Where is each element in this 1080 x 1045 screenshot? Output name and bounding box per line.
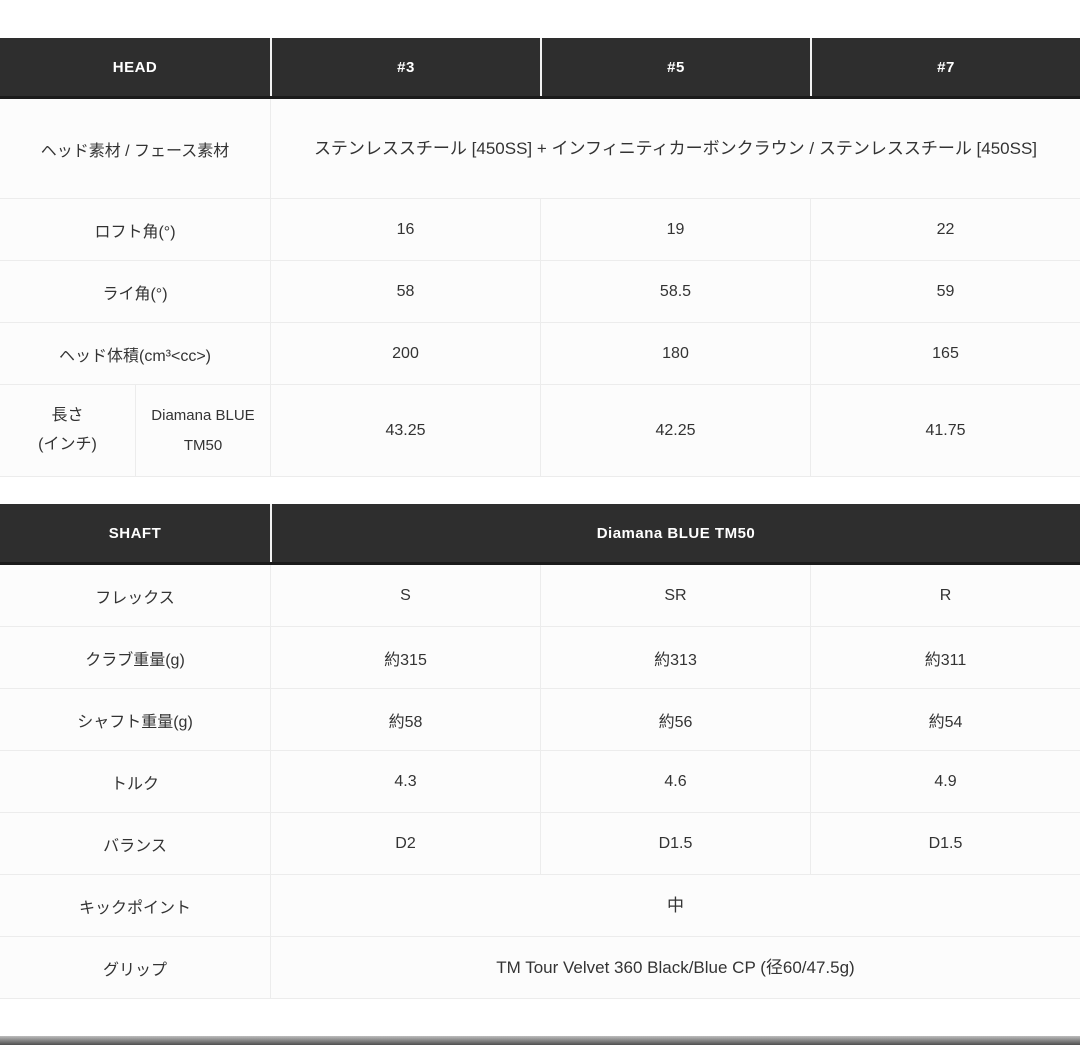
lie-row: ライ角(°) 58 58.5 59 bbox=[0, 261, 1080, 323]
length-value-3: 43.25 bbox=[270, 385, 540, 476]
flex-row-label: フレックス bbox=[95, 589, 175, 607]
grip-row-label: グリップ bbox=[102, 961, 167, 979]
flex-row: フレックス S SR R bbox=[0, 565, 1080, 627]
torque-value-r: 4.9 bbox=[810, 751, 1080, 812]
flex-value-sr: SR bbox=[540, 565, 810, 626]
kickpoint-row: キックポイント 中 bbox=[0, 875, 1080, 937]
balance-row-label: バランス bbox=[103, 837, 167, 855]
flex-value-s: S bbox=[270, 565, 540, 626]
length-row-shaft-sublabel: Diamana BLUE TM50 bbox=[135, 385, 270, 476]
club-weight-row-label: クラブ重量(g) bbox=[85, 651, 185, 669]
volume-value-5: 180 bbox=[540, 323, 810, 384]
lie-value-7: 59 bbox=[810, 261, 1080, 322]
shaft-weight-row-label: シャフト重量(g) bbox=[77, 713, 193, 731]
volume-value-3: 200 bbox=[270, 323, 540, 384]
number7-header-cell: #7 bbox=[810, 38, 1080, 96]
length-value-5: 42.25 bbox=[540, 385, 810, 476]
shaft-weight-value-r: 約54 bbox=[810, 689, 1080, 750]
loft-value-7: 22 bbox=[810, 199, 1080, 260]
shaft-weight-value-s: 約58 bbox=[270, 689, 540, 750]
loft-value-5: 19 bbox=[540, 199, 810, 260]
next-table-top-edge bbox=[0, 1036, 1080, 1045]
shaft-spec-table: SHAFT Diamana BLUE TM50 フレックス S SR R クラブ… bbox=[0, 504, 1080, 999]
head-spec-table: HEAD #3 #5 #7 ヘッド素材 / フェース素材 ステンレススチール [… bbox=[0, 38, 1080, 477]
number5-header-cell: #5 bbox=[540, 38, 810, 96]
shaft-table-header-row: SHAFT Diamana BLUE TM50 bbox=[0, 504, 1080, 565]
material-row-label: ヘッド素材 / フェース素材 bbox=[40, 142, 230, 160]
balance-value-s: D2 bbox=[270, 813, 540, 874]
flex-value-r: R bbox=[810, 565, 1080, 626]
head-header-cell: HEAD bbox=[112, 58, 158, 76]
loft-value-3: 16 bbox=[270, 199, 540, 260]
club-weight-row: クラブ重量(g) 約315 約313 約311 bbox=[0, 627, 1080, 689]
club-weight-value-r: 約311 bbox=[810, 627, 1080, 688]
balance-value-r: D1.5 bbox=[810, 813, 1080, 874]
shaft-weight-value-sr: 約56 bbox=[540, 689, 810, 750]
torque-row-label: トルク bbox=[110, 775, 159, 793]
torque-value-s: 4.3 bbox=[270, 751, 540, 812]
lie-value-5: 58.5 bbox=[540, 261, 810, 322]
number3-header-cell: #3 bbox=[270, 38, 540, 96]
volume-value-7: 165 bbox=[810, 323, 1080, 384]
volume-row-label: ヘッド体積(cm³<cc>) bbox=[58, 347, 211, 365]
volume-row: ヘッド体積(cm³<cc>) 200 180 165 bbox=[0, 323, 1080, 385]
length-row-label: 長さ (インチ) bbox=[38, 406, 97, 453]
material-span-value: ステンレススチール [450SS] + インフィニティカーボンクラウン / ステ… bbox=[270, 99, 1080, 198]
material-row: ヘッド素材 / フェース素材 ステンレススチール [450SS] + インフィニ… bbox=[0, 99, 1080, 199]
club-weight-value-sr: 約313 bbox=[540, 627, 810, 688]
lie-value-3: 58 bbox=[270, 261, 540, 322]
golf-spec-page: HEAD #3 #5 #7 ヘッド素材 / フェース素材 ステンレススチール [… bbox=[0, 38, 1080, 1045]
kickpoint-span-value: 中 bbox=[270, 875, 1080, 936]
kickpoint-row-label: キックポイント bbox=[78, 899, 191, 917]
loft-row: ロフト角(°) 16 19 22 bbox=[0, 199, 1080, 261]
club-weight-value-s: 約315 bbox=[270, 627, 540, 688]
length-row: 長さ (インチ) Diamana BLUE TM50 43.25 42.25 4… bbox=[0, 385, 1080, 477]
head-table-header-row: HEAD #3 #5 #7 bbox=[0, 38, 1080, 99]
balance-row: バランス D2 D1.5 D1.5 bbox=[0, 813, 1080, 875]
balance-value-sr: D1.5 bbox=[540, 813, 810, 874]
grip-row: グリップ TM Tour Velvet 360 Black/Blue CP (径… bbox=[0, 937, 1080, 999]
shaft-header-cell: SHAFT bbox=[108, 524, 162, 542]
loft-row-label: ロフト角(°) bbox=[94, 223, 176, 241]
length-value-7: 41.75 bbox=[810, 385, 1080, 476]
shaft-weight-row: シャフト重量(g) 約58 約56 約54 bbox=[0, 689, 1080, 751]
torque-value-sr: 4.6 bbox=[540, 751, 810, 812]
shaft-model-header-cell: Diamana BLUE TM50 bbox=[270, 504, 1080, 562]
grip-span-value: TM Tour Velvet 360 Black/Blue CP (径60/47… bbox=[270, 937, 1080, 998]
torque-row: トルク 4.3 4.6 4.9 bbox=[0, 751, 1080, 813]
lie-row-label: ライ角(°) bbox=[102, 285, 168, 303]
